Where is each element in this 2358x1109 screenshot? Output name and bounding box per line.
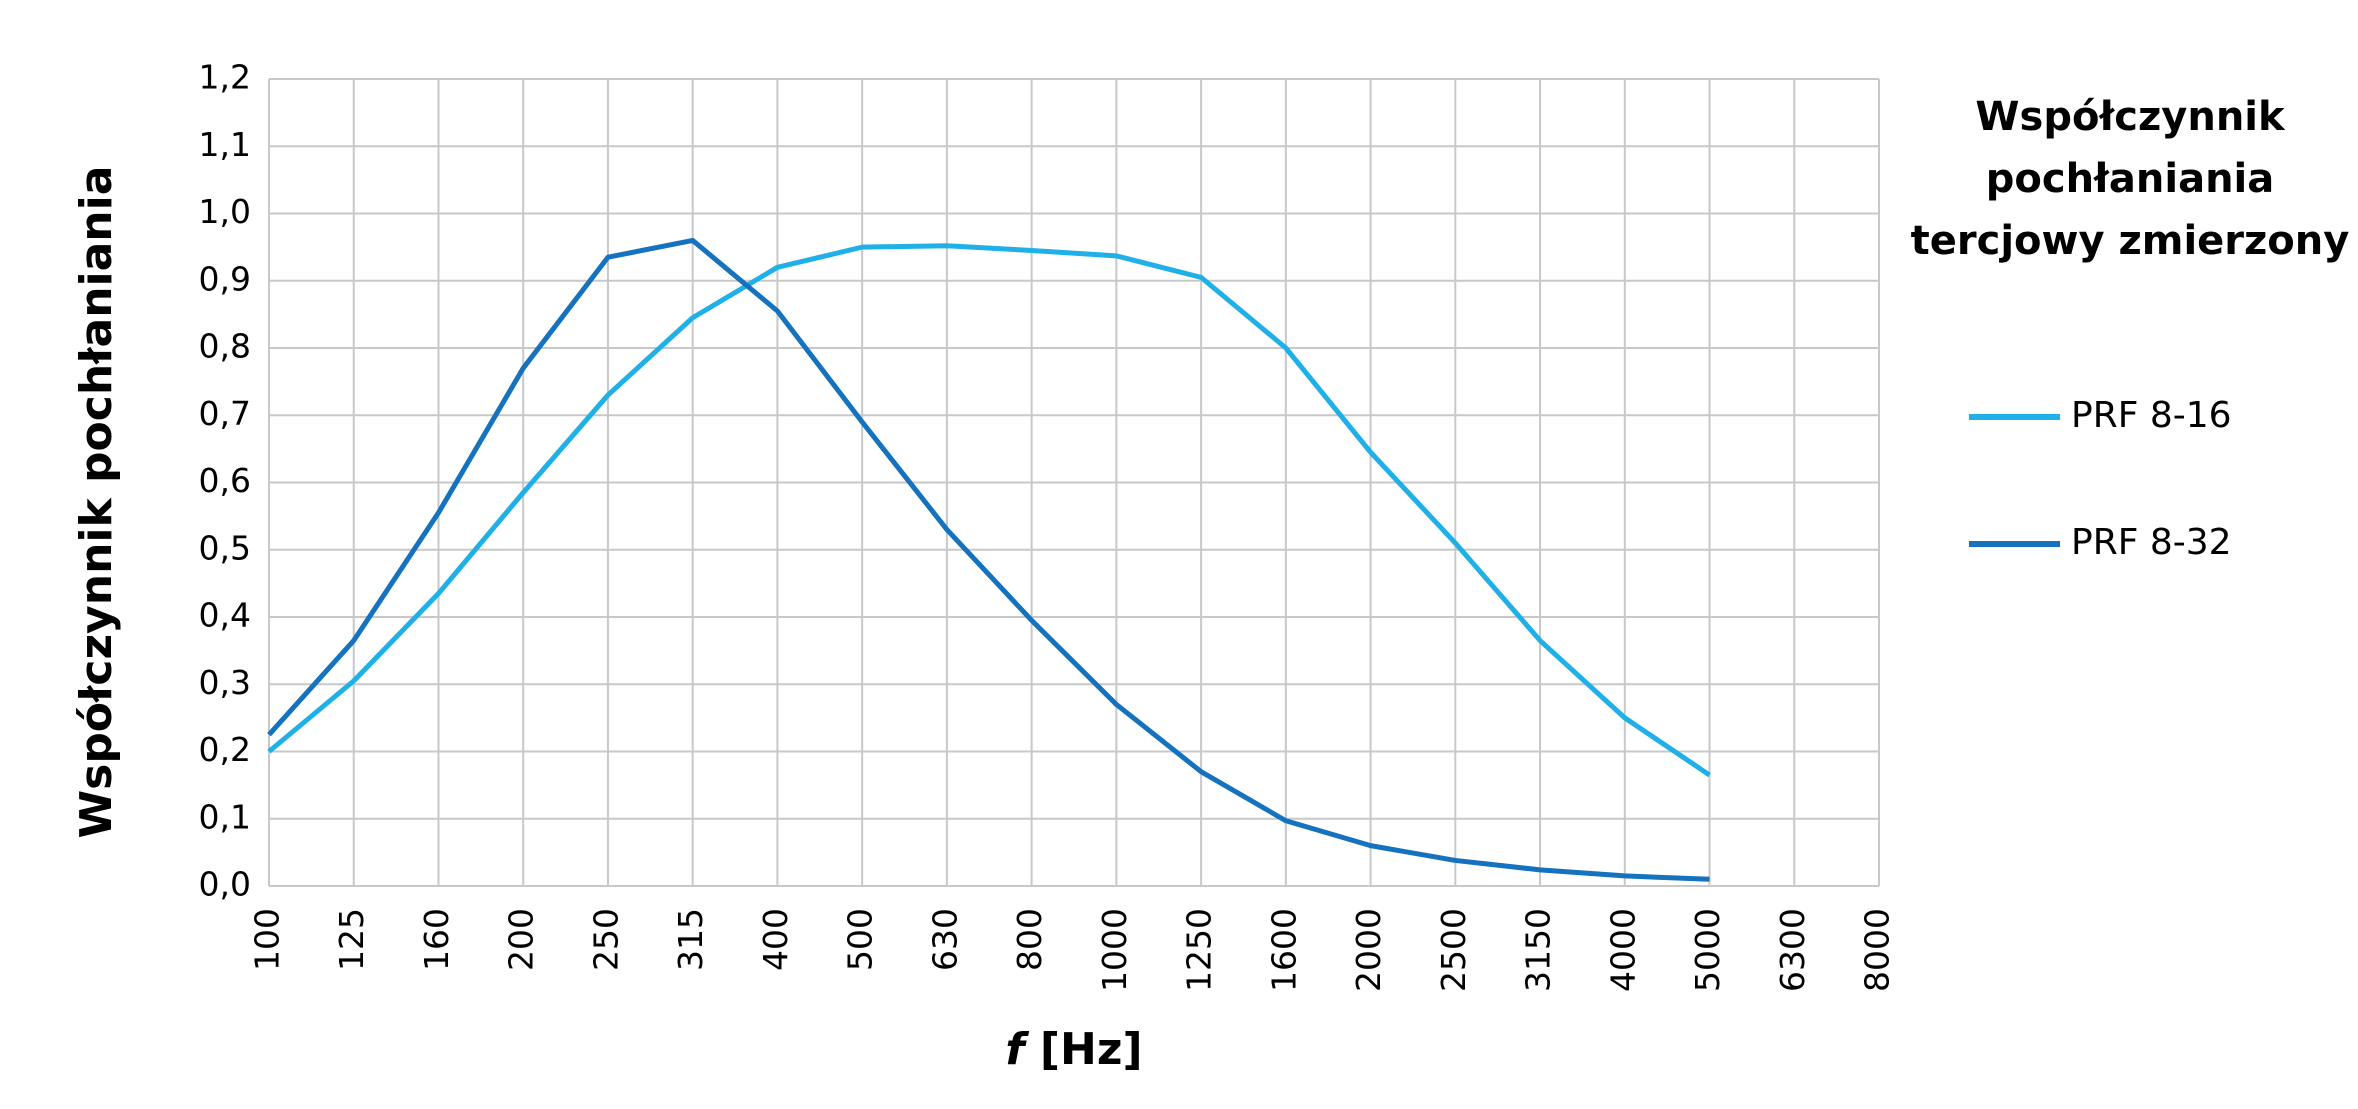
y-tick-label: 0,5 xyxy=(199,528,251,567)
x-tick-label: 125 xyxy=(332,908,371,971)
x-tick-label: 1250 xyxy=(1180,908,1219,992)
x-tick-label: 500 xyxy=(841,908,880,971)
x-tick-label: 6300 xyxy=(1773,908,1812,992)
y-tick-label: 0,0 xyxy=(199,865,251,904)
x-tick-label: 160 xyxy=(417,908,456,971)
x-axis-symbol: f xyxy=(1005,1024,1029,1075)
x-tick-label: 200 xyxy=(502,908,541,971)
x-tick-label: 3150 xyxy=(1519,908,1558,992)
x-tick-label: 4000 xyxy=(1603,908,1642,992)
x-tick-label: 2000 xyxy=(1349,908,1388,992)
x-tick-label: 400 xyxy=(756,908,795,971)
x-tick-label: 8000 xyxy=(1858,908,1897,992)
y-tick-label: 1,1 xyxy=(199,125,251,164)
series-line xyxy=(267,237,1710,882)
x-tick-label: 1600 xyxy=(1264,908,1303,992)
series-line xyxy=(267,243,1711,778)
y-tick-label: 0,7 xyxy=(199,394,251,433)
legend-label: PRF 8-16 xyxy=(2071,395,2232,436)
y-tick-label: 0,3 xyxy=(199,663,251,702)
legend-title: Współczynnik pochłaniania tercjowy zmier… xyxy=(1910,94,2350,264)
x-tick-label: 1000 xyxy=(1095,908,1134,992)
y-tick-label: 0,8 xyxy=(199,327,251,366)
x-axis-label: f [Hz] xyxy=(1005,1024,1142,1075)
x-tick-label: 100 xyxy=(248,908,287,971)
x-axis-unit: [Hz] xyxy=(1040,1024,1143,1075)
y-tick-label: 1,2 xyxy=(199,58,251,97)
y-tick-label: 0,9 xyxy=(199,259,251,298)
x-tick-label: 2500 xyxy=(1434,908,1473,992)
x-tick-label: 250 xyxy=(586,908,625,971)
y-axis-label: Współczynnik pochłaniania xyxy=(71,166,122,839)
x-tick-label: 5000 xyxy=(1688,908,1727,992)
y-tick-label: 0,6 xyxy=(199,461,251,500)
x-tick-label: 630 xyxy=(925,908,964,971)
x-tick-label: 315 xyxy=(671,908,710,971)
y-tick-label: 0,2 xyxy=(199,730,251,769)
y-tick-label: 0,4 xyxy=(199,596,251,635)
y-tick-label: 0,1 xyxy=(199,797,251,836)
x-tick-label: 800 xyxy=(1010,908,1049,971)
legend-label: PRF 8-32 xyxy=(2071,522,2232,563)
y-tick-label: 1,0 xyxy=(199,192,251,231)
